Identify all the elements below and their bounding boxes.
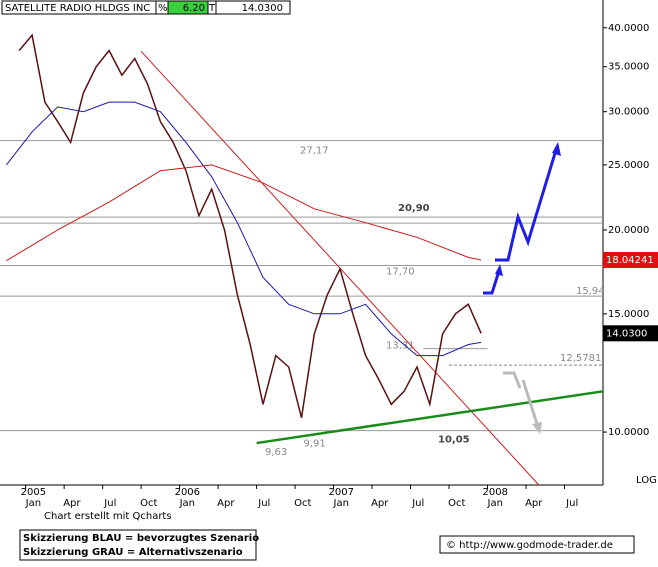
footer: Chart erstellt mit Qcharts Skizzierung B… <box>19 511 635 561</box>
price-tag <box>603 325 658 342</box>
copyright: © http://www.godmode-trader.de <box>446 540 613 551</box>
pct-label: % <box>158 3 168 14</box>
price-tag-label: 14.0300 <box>606 328 647 339</box>
last-price: 14.0300 <box>242 3 283 14</box>
legend-line: Skizzierung BLAU = bevorzugtes Szenario <box>23 533 259 544</box>
year-label: 2005 <box>21 487 46 498</box>
year-label: 2008 <box>483 487 508 498</box>
y-tick-label: 30.0000 <box>608 107 649 118</box>
blue-arrowhead <box>495 264 503 276</box>
series-line <box>6 164 482 262</box>
x-tick-label: Jul <box>565 498 578 509</box>
legend-box <box>19 529 257 561</box>
blue-sketch <box>495 149 558 262</box>
x-tick-label: Oct <box>448 498 465 509</box>
price-tag <box>603 251 658 268</box>
x-tick-label: Jan <box>333 498 349 509</box>
x-tick-label: Apr <box>217 498 235 509</box>
x-tick-label: Jan <box>179 498 195 509</box>
gray-sketch <box>503 371 522 389</box>
year-label: 2006 <box>175 487 200 498</box>
level-label: 27,17 <box>300 146 329 157</box>
level-label: 20,90 <box>398 203 430 214</box>
year-label: 2007 <box>329 487 354 498</box>
symbol-name: SATELLITE RADIO HLDGS INC <box>5 3 150 14</box>
level-label: 17,70 <box>386 267 415 278</box>
copyright-box <box>439 535 635 554</box>
x-tick-label: Apr <box>371 498 389 509</box>
y-tick-label: 25.0000 <box>608 160 649 171</box>
pivot-label: 9,63 <box>265 447 287 458</box>
pivot-label: 9,91 <box>304 439 326 450</box>
x-tick-label: Apr <box>525 498 543 509</box>
level-label: 15,94 <box>576 286 605 297</box>
scenario-sketches <box>483 142 561 434</box>
y-tick-label: 35.0000 <box>608 62 649 73</box>
change: 6.20 <box>183 3 205 14</box>
y-tick-label: 40.0000 <box>608 23 649 34</box>
y-tick-label: 20.0000 <box>608 225 649 236</box>
scale-label: LOG <box>636 475 657 486</box>
x-tick-label: Jan <box>25 498 41 509</box>
level-label: 10,05 <box>438 435 470 446</box>
last-box <box>215 0 291 15</box>
x-tick-label: Jul <box>257 498 270 509</box>
header: SATELLITE RADIO HLDGS INC % 6.20 T 14.03… <box>1 0 291 15</box>
x-tick-label: Oct <box>140 498 157 509</box>
price-tag-label: 18.04241 <box>606 255 654 266</box>
series-line <box>18 33 482 418</box>
x-tick-label: Jul <box>411 498 424 509</box>
blue-sketch <box>483 270 501 295</box>
y-tick-label: 15.0000 <box>608 309 649 320</box>
x-tick-label: Jan <box>487 498 503 509</box>
x-tick-label: Oct <box>294 498 311 509</box>
blue-arrowhead <box>552 142 561 156</box>
series-line <box>6 101 482 357</box>
trendline <box>256 390 604 445</box>
level-label: 12,5781 <box>560 353 601 364</box>
gray-arrowhead <box>532 422 542 434</box>
credit: Chart erstellt mit Qcharts <box>44 511 172 522</box>
x-tick-label: Apr <box>63 498 81 509</box>
gray-sketch <box>521 379 540 428</box>
y-tick-label: 10.0000 <box>608 427 649 438</box>
t-label: T <box>208 3 216 14</box>
x-tick-label: Jul <box>103 498 116 509</box>
legend-line: Skizzierung GRAU = Alternativszenario <box>23 547 243 558</box>
level-label: 13,31 <box>386 341 415 352</box>
